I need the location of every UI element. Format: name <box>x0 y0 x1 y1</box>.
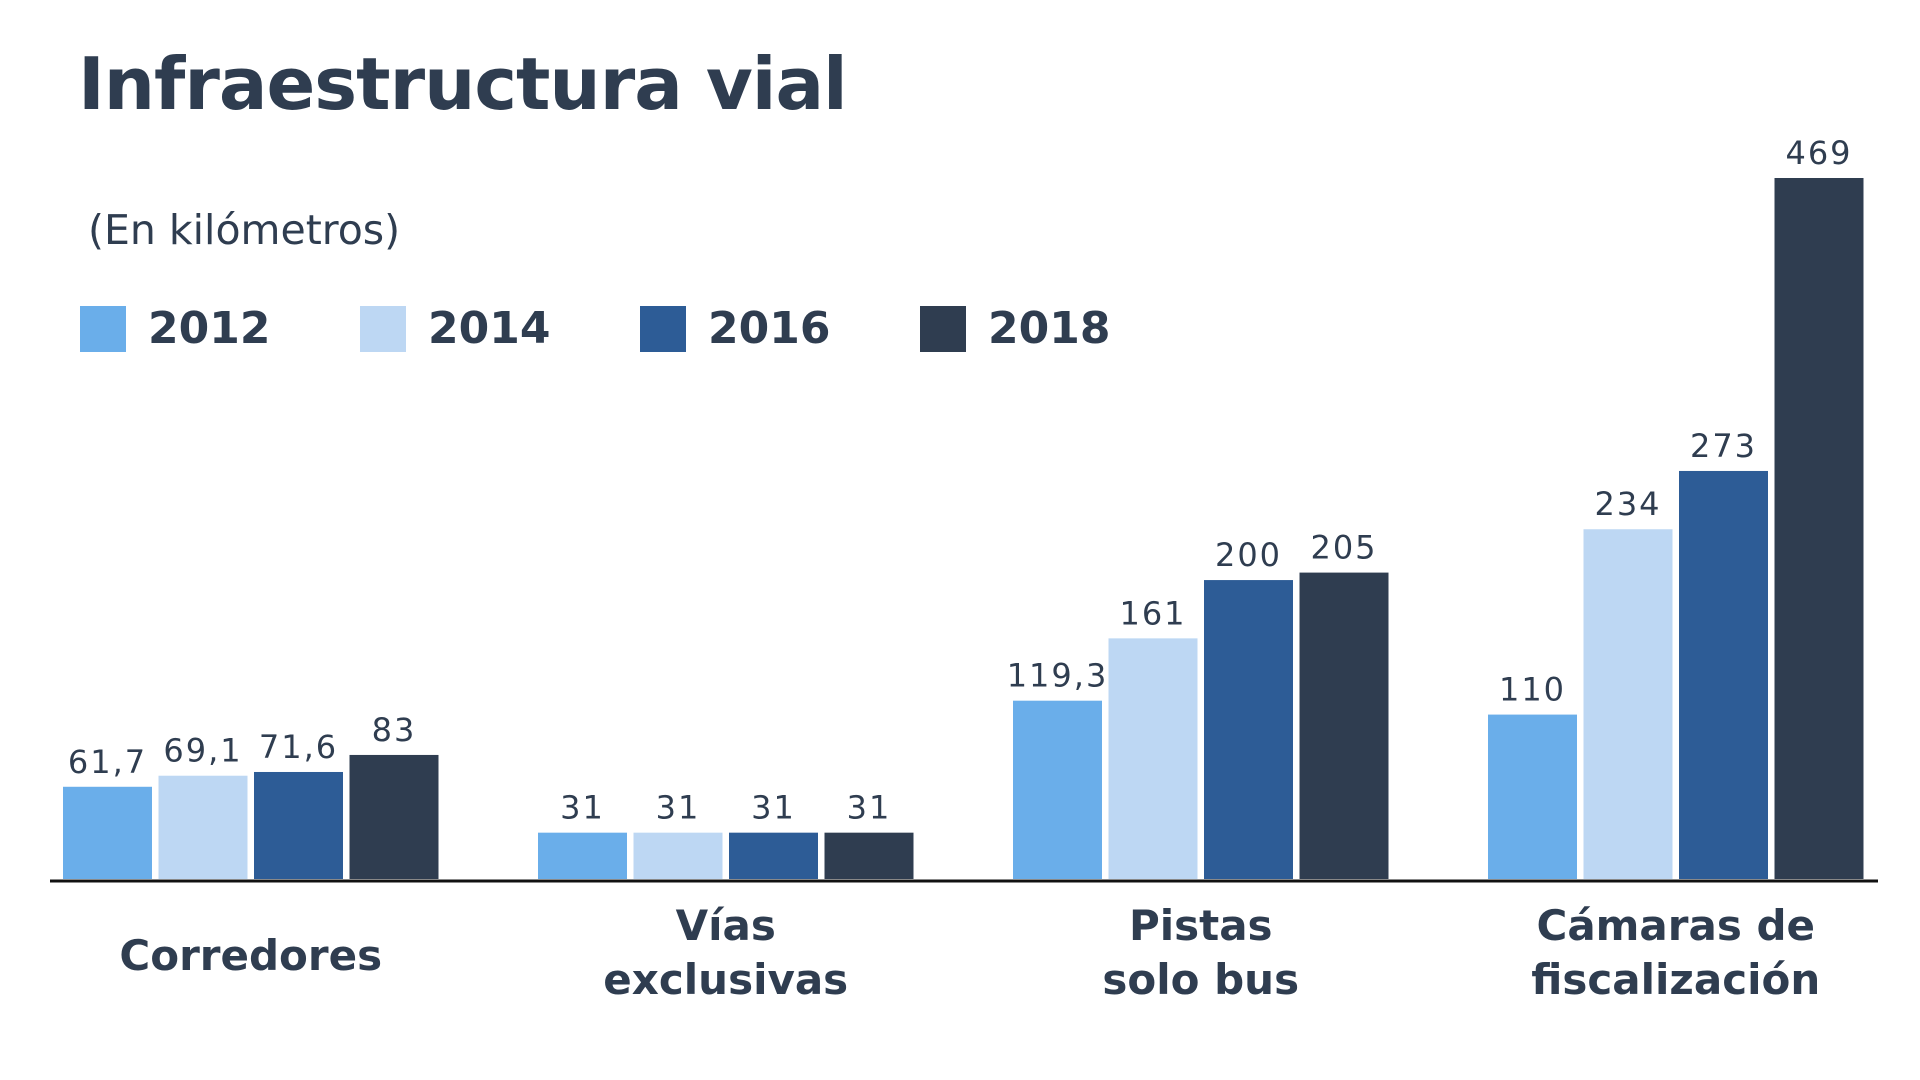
bar-1-2012 <box>538 832 627 879</box>
bar-2-2016 <box>1204 580 1293 879</box>
legend-swatch-2016 <box>640 306 686 352</box>
data-label-0-2018: 83 <box>372 711 417 749</box>
legend-label-2016: 2016 <box>708 303 831 354</box>
bar-1-2018 <box>824 832 914 879</box>
legend-label-2018: 2018 <box>988 303 1111 354</box>
data-label-2-2014: 161 <box>1119 594 1186 632</box>
data-label-1-2014: 31 <box>656 789 701 827</box>
data-label-0-2014: 69,1 <box>163 732 242 770</box>
category-label-3-0: Cámaras de <box>1537 901 1816 950</box>
legend-swatch-2018 <box>920 306 966 352</box>
data-label-3-2018: 469 <box>1785 134 1852 172</box>
legend-label-2012: 2012 <box>148 303 271 354</box>
data-label-0-2012: 61,7 <box>68 743 147 781</box>
bar-3-2012 <box>1488 714 1577 879</box>
category-label-1-0: Vías <box>676 901 776 950</box>
legend: 2012 2014 2016 2018 <box>80 303 1180 354</box>
bar-1-2014 <box>633 832 723 879</box>
bar-3-2016 <box>1679 470 1768 879</box>
category-label-2-0: Pistas <box>1129 901 1273 950</box>
bar-2-2018 <box>1299 572 1389 879</box>
legend-swatch-2012 <box>80 306 126 352</box>
data-label-3-2014: 234 <box>1594 485 1661 523</box>
data-label-1-2018: 31 <box>847 789 892 827</box>
bar-3-2014 <box>1583 529 1673 879</box>
category-label-1-1: exclusivas <box>603 955 848 1004</box>
data-label-3-2012: 110 <box>1499 671 1566 709</box>
bar-0-2012 <box>63 786 152 879</box>
data-label-1-2016: 31 <box>751 789 796 827</box>
category-label-0-0: Corredores <box>119 931 382 980</box>
bar-0-2018 <box>349 754 439 879</box>
bar-2-2014 <box>1108 638 1198 879</box>
bar-1-2016 <box>729 832 818 879</box>
bar-0-2016 <box>254 771 343 879</box>
chart-title: Infraestructura vial <box>78 42 848 126</box>
bar-3-2018 <box>1774 178 1864 879</box>
chart-subtitle: (En kilómetros) <box>88 206 401 254</box>
bar-2-2012 <box>1013 700 1102 879</box>
data-label-2-2016: 200 <box>1215 536 1282 574</box>
category-label-2-1: solo bus <box>1102 955 1299 1004</box>
data-label-1-2012: 31 <box>560 789 605 827</box>
legend-swatch-2014 <box>360 306 406 352</box>
category-label-3-1: fiscalización <box>1531 955 1820 1004</box>
data-label-0-2016: 71,6 <box>259 728 338 766</box>
data-label-2-2012: 119,3 <box>1007 657 1109 695</box>
data-label-3-2016: 273 <box>1690 427 1757 465</box>
bar-0-2014 <box>158 775 248 879</box>
legend-label-2014: 2014 <box>428 303 551 354</box>
data-label-2-2018: 205 <box>1310 529 1377 567</box>
